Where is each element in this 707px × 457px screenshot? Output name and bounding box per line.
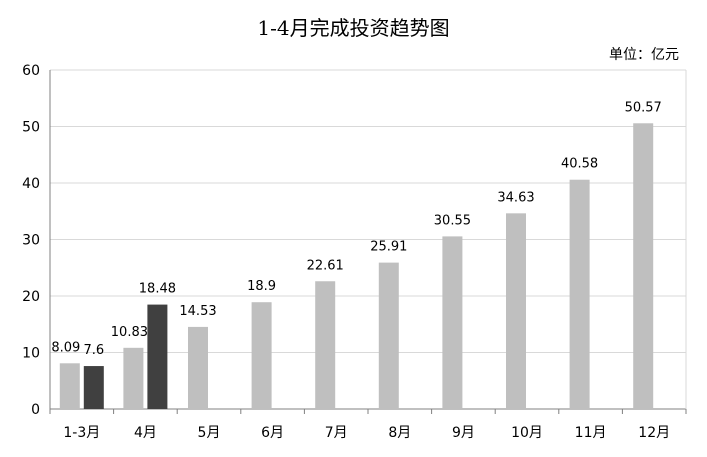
y-tick-label: 60 — [22, 63, 40, 79]
x-tick-label: 11月 — [575, 425, 607, 441]
y-tick-label: 40 — [22, 176, 40, 192]
x-tick-label: 6月 — [261, 425, 284, 441]
data-label: 34.63 — [497, 190, 534, 205]
chart-title: 1-4月完成投资趋势图 — [257, 16, 450, 40]
bar — [633, 123, 654, 409]
bar — [83, 366, 104, 409]
data-label: 18.9 — [247, 279, 276, 294]
tick-labels: 0 10 20 30 40 50 60 1-3月 4月 5月 6月 7月 8月 9月 10月 11月 12月 — [22, 63, 670, 441]
bar — [506, 213, 526, 409]
bar — [569, 179, 590, 409]
x-tick-label: 12月 — [638, 425, 670, 441]
x-tick-label: 7月 — [325, 425, 348, 441]
y-tick-label: 30 — [22, 233, 40, 249]
x-tick-label: 4月 — [134, 425, 157, 441]
bar — [442, 236, 463, 409]
data-label: 30.55 — [434, 213, 471, 228]
bar — [378, 262, 399, 409]
bar — [123, 347, 144, 409]
data-label: 40.58 — [561, 157, 598, 172]
data-label: 14.53 — [179, 304, 216, 319]
bar — [251, 302, 272, 409]
bar — [188, 326, 208, 409]
y-tick-label: 20 — [22, 289, 40, 305]
x-tick-label: 9月 — [452, 425, 475, 441]
data-label: 18.48 — [139, 282, 176, 297]
bar — [315, 281, 336, 409]
data-label: 10.83 — [111, 325, 148, 340]
bar — [147, 304, 168, 409]
x-tick-label: 10月 — [511, 425, 543, 441]
x-tick-label: 5月 — [198, 425, 221, 441]
data-label: 8.09 — [51, 340, 80, 355]
x-tick-label: 8月 — [388, 425, 411, 441]
y-tick-label: 10 — [22, 346, 40, 362]
unit-label: 单位：亿元 — [609, 47, 679, 63]
data-label: 22.61 — [307, 258, 344, 273]
grid-lines — [50, 69, 686, 353]
data-label: 50.57 — [625, 100, 662, 115]
axes — [49, 70, 687, 414]
bars — [59, 123, 654, 409]
data-label: 7.6 — [83, 343, 104, 358]
x-tick-label: 1-3月 — [63, 425, 100, 441]
y-tick-label: 50 — [22, 120, 40, 136]
y-tick-label: 0 — [31, 402, 40, 418]
data-label: 25.91 — [370, 240, 407, 255]
bar — [59, 363, 80, 409]
